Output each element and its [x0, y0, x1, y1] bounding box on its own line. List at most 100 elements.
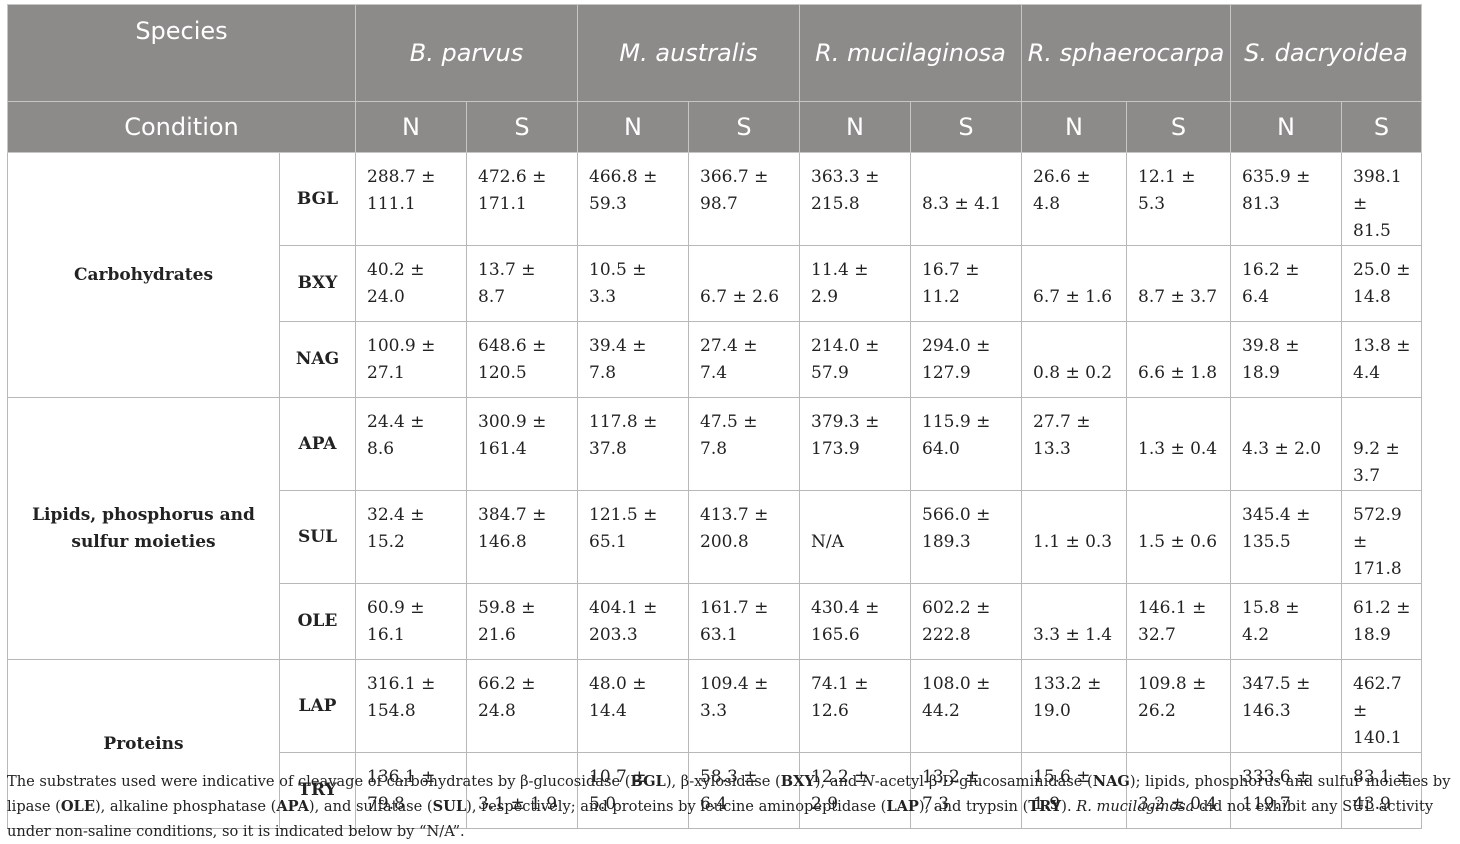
- value-text: 8.7: [478, 287, 506, 307]
- value-text: 10.7 ±: [589, 767, 647, 787]
- value-text: 294.0 ±: [922, 336, 991, 356]
- condition-label: S: [1341, 101, 1422, 153]
- species-name: M. australis: [577, 4, 800, 102]
- value-text: 25.0 ±: [1353, 260, 1411, 280]
- value-cell: 430.4 ± 165.6: [799, 583, 911, 660]
- value-cell: 27.7 ± 13.3: [1021, 397, 1127, 491]
- value-text: 19.0: [1033, 701, 1071, 721]
- value-text: 363.3 ±: [811, 167, 880, 187]
- value-text: 165.6: [811, 625, 860, 645]
- value-text: 203.3: [589, 625, 638, 645]
- footnote-text: TRY: [1028, 797, 1062, 815]
- value-text: 13.2 ±: [922, 767, 980, 787]
- value-cell: 347.5 ± 146.3: [1230, 659, 1342, 753]
- footnote-text: LAP: [886, 797, 919, 815]
- value-text: 79.8: [367, 794, 405, 814]
- value-cell: 25.0 ± 14.8: [1341, 245, 1422, 322]
- value-text: 136.1 ±: [367, 767, 436, 787]
- value-text: 127.9: [922, 363, 971, 383]
- value-text: 18.9: [1353, 625, 1391, 645]
- value-text: 3.3 ± 1.4: [1033, 625, 1113, 645]
- value-cell: 648.6 ± 120.5: [466, 321, 578, 398]
- value-text: 214.0 ±: [811, 336, 880, 356]
- footnote-text: ), β-xylosidase (: [665, 772, 781, 790]
- value-text: 215.8: [811, 194, 860, 214]
- value-cell: 8.3 ± 4.1: [910, 152, 1022, 246]
- value-text: 100.9 ±: [367, 336, 436, 356]
- value-text: 8.6: [367, 439, 395, 459]
- footnote-text: NAG: [1092, 772, 1130, 790]
- value-text: 566.0 ±: [922, 505, 991, 525]
- value-text: 200.8: [700, 532, 749, 552]
- value-cell: 100.9 ± 27.1: [355, 321, 467, 398]
- enzyme-label: BXY: [279, 245, 356, 322]
- value-text: 40.2 ±: [367, 260, 425, 280]
- value-cell: 115.9 ± 64.0: [910, 397, 1022, 491]
- value-cell: 16.7 ± 11.2: [910, 245, 1022, 322]
- value-text: 117.8 ±: [589, 412, 658, 432]
- footnote-text: N: [861, 772, 875, 790]
- value-text: 602.2 ±: [922, 598, 991, 618]
- value-text: 161.7 ±: [700, 598, 769, 618]
- value-text: 3.2 ± 0.4: [1138, 794, 1218, 814]
- value-text: 5.0: [589, 794, 617, 814]
- value-text: 37.8: [589, 439, 627, 459]
- value-cell: 11.4 ± 2.9: [799, 245, 911, 322]
- value-cell: 13.8 ± 4.4: [1341, 321, 1422, 398]
- value-text: 111.1: [367, 194, 416, 214]
- value-text: 404.1 ±: [589, 598, 658, 618]
- value-text: 109.4 ±: [700, 674, 769, 694]
- value-text: 222.8: [922, 625, 971, 645]
- table-row: TRY 136.1 ± 79.8 3.1 ± 1.9 10.7 ± 5.0 58.3 ± 6.…: [8, 752, 1422, 829]
- condition-label: S: [910, 101, 1022, 153]
- value-text: 648.6 ±: [478, 336, 547, 356]
- value-text: 7.3: [922, 794, 950, 814]
- value-text: 61.2 ±: [1353, 598, 1411, 618]
- value-text: 27.7 ±: [1033, 412, 1091, 432]
- value-cell: 9.2 ± 3.7: [1341, 397, 1422, 491]
- value-cell: 316.1 ± 154.8: [355, 659, 467, 753]
- value-cell: 66.2 ± 24.8: [466, 659, 578, 753]
- footnote-text: R. mucilaginosa: [1076, 797, 1195, 815]
- value-text: 44.2: [922, 701, 960, 721]
- species-name: R. sphaerocarpa: [1021, 4, 1231, 102]
- table-row: Proteins LAP 316.1 ±154.8 66.2 ±24.8 48.0 ±1…: [7, 659, 1422, 829]
- value-text: 12.1 ±: [1138, 167, 1196, 187]
- value-text: 98.7: [700, 194, 738, 214]
- value-cell: 15.8 ± 4.2: [1230, 583, 1342, 660]
- value-cell: 48.0 ± 14.4: [577, 659, 689, 753]
- value-text: 18.9: [1242, 363, 1280, 383]
- value-text: 6.7 ± 1.6: [1033, 287, 1113, 307]
- value-text: 1.9: [1033, 794, 1061, 814]
- species-name: S. dacryoidea: [1230, 4, 1422, 102]
- value-text: 140.1: [1353, 728, 1402, 748]
- value-text: 288.7 ±: [367, 167, 436, 187]
- value-text: 14.8: [1353, 287, 1391, 307]
- value-cell: 6.6 ± 1.8: [1126, 321, 1231, 398]
- value-text: 16.7 ±: [922, 260, 980, 280]
- value-text: 16.1: [367, 625, 405, 645]
- footnote-text: ); lipids, phosphorus and sulfur moietie…: [7, 772, 1451, 815]
- value-cell: 146.1 ± 32.7: [1126, 583, 1231, 660]
- species-header: Species: [7, 4, 356, 102]
- value-text: 12.6: [811, 701, 849, 721]
- value-text: 146.3: [1242, 701, 1291, 721]
- value-text: 120.5: [478, 363, 527, 383]
- value-cell: 39.8 ± 18.9: [1230, 321, 1342, 398]
- value-text: 11.4 ±: [811, 260, 869, 280]
- value-text: 15.2: [367, 532, 405, 552]
- value-text: 4.4: [1353, 363, 1381, 383]
- value-text: 10.5 ±: [589, 260, 647, 280]
- value-text: 13.7 ±: [478, 260, 536, 280]
- footnote-text: BGL: [630, 772, 666, 790]
- footnote-text: BXY: [780, 772, 815, 790]
- value-text: 48.0 ±: [589, 674, 647, 694]
- value-cell: 26.6 ± 4.8: [1021, 152, 1127, 246]
- value-cell: 288.7 ± 111.1: [355, 152, 467, 246]
- value-cell: N/A: [799, 490, 911, 584]
- value-text: 472.6 ±: [478, 167, 547, 187]
- enzyme-label: APA: [279, 397, 356, 491]
- value-cell: 6.7 ± 1.6: [1021, 245, 1127, 322]
- value-cell: 363.3 ± 215.8: [799, 152, 911, 246]
- value-text: 109.8 ±: [1138, 674, 1207, 694]
